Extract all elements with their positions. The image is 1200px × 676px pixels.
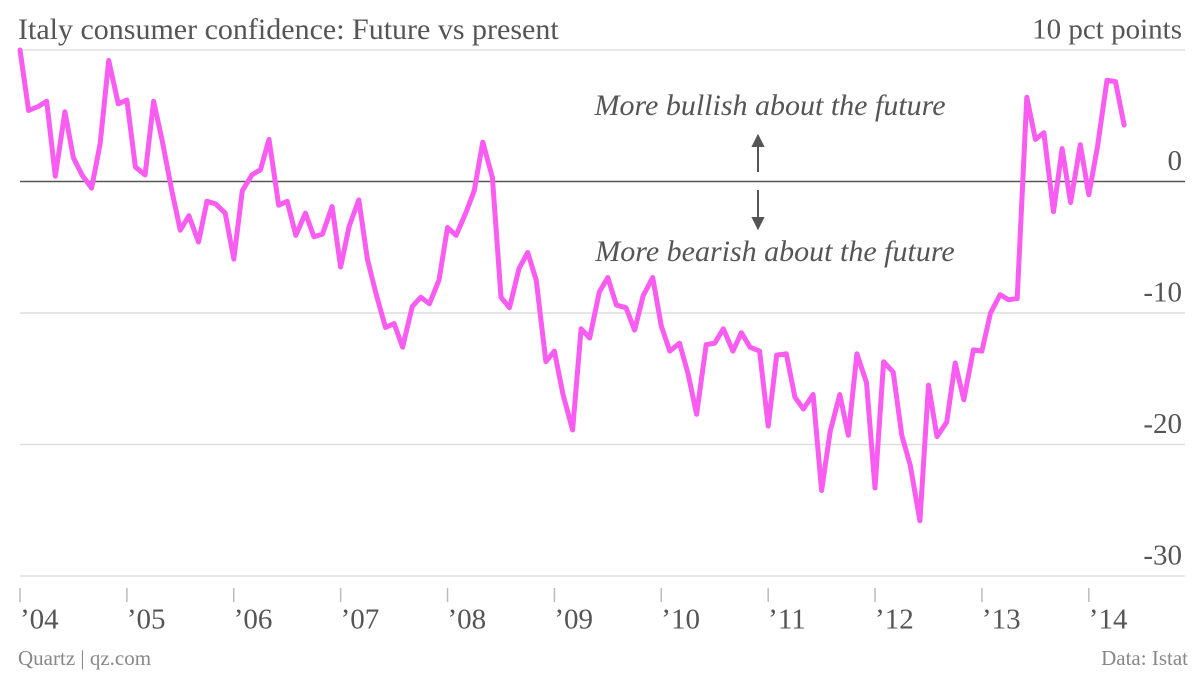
data-line (17, 47, 1127, 524)
x-tick-label: ’06 (234, 604, 273, 636)
x-tick-label: ’14 (1089, 604, 1128, 636)
x-tick-label: ’08 (448, 604, 487, 636)
arrow-head (751, 133, 765, 147)
source: Data: Istat (1101, 646, 1188, 670)
x-tick-label: ’09 (554, 604, 593, 636)
annotation: More bullish about the future (593, 89, 945, 122)
x-tick-label: ’07 (341, 604, 380, 636)
arrows (751, 133, 765, 231)
annotation: More bearish about the future (594, 235, 954, 268)
x-tick-label: ’12 (875, 604, 914, 636)
x-tick-label: ’05 (127, 604, 166, 636)
y-tick-label: 0 (1168, 145, 1183, 177)
chart-title: Italy consumer confidence: Future vs pre… (18, 13, 559, 46)
x-tick-label: ’13 (982, 604, 1021, 636)
x-tick-label: ’11 (768, 604, 806, 636)
arrow-head (751, 217, 765, 231)
x-tick-label: ’10 (661, 604, 700, 636)
y-tick-label: 10 pct points (1032, 14, 1182, 46)
credit: Quartz | qz.com (18, 646, 151, 670)
y-tick-label: -30 (1143, 540, 1182, 572)
y-tick-label: -10 (1143, 277, 1182, 309)
x-tick-label: ’04 (20, 604, 59, 636)
y-tick-label: -20 (1143, 408, 1182, 440)
